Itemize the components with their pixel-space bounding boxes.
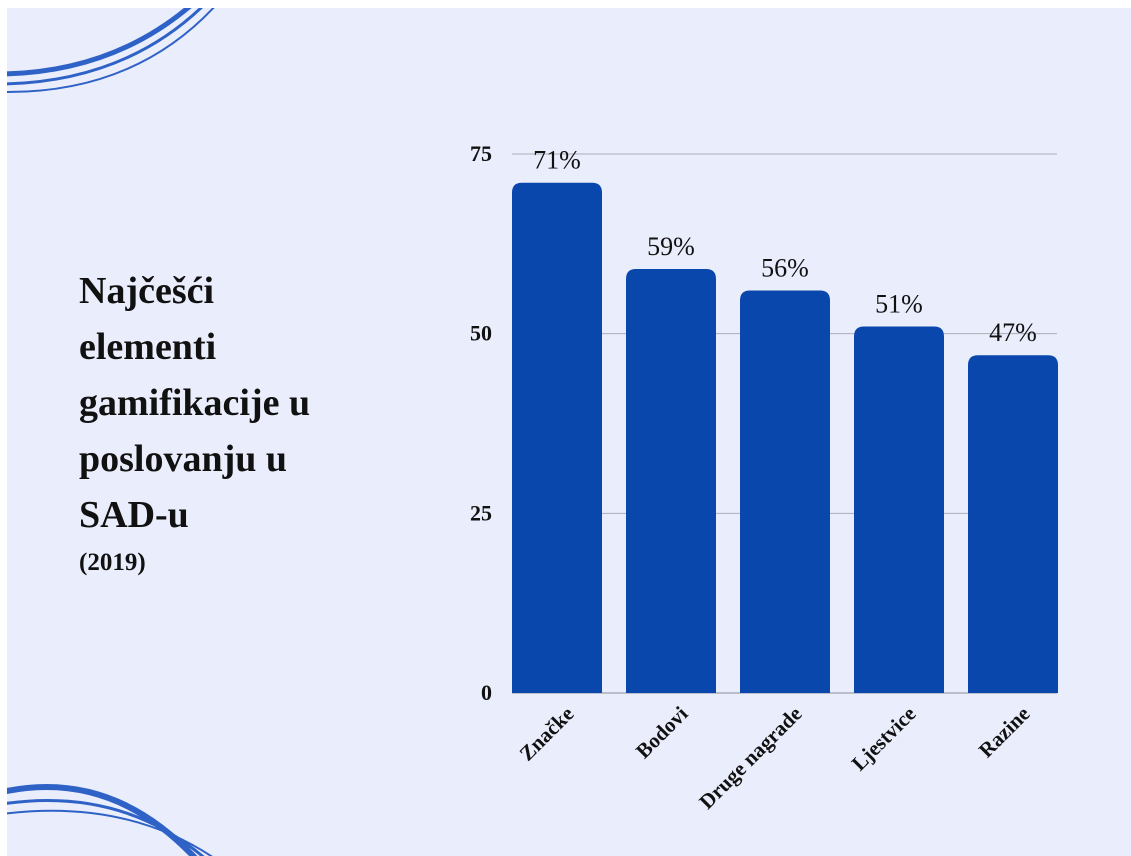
title-line: poslovanju u [79,438,288,480]
x-tick-label: Razine [974,702,1035,763]
bar-2 [626,268,716,693]
y-tick-label: 75 [470,141,492,166]
decorative-swooshes [7,8,215,856]
x-axis-ticks: Značke Bodovi Druge nagrade Ljestvice Razine [515,701,1035,813]
chart-subtitle: (2019) [79,549,146,576]
bottom-swoosh-3 [7,809,213,856]
title-line: Najčešći [79,270,215,312]
y-tick-label: 50 [470,321,492,346]
bar-3 [740,290,830,693]
x-tick-label: Bodovi [631,701,693,763]
data-label: 47% [989,318,1037,347]
bar-5 [968,355,1058,693]
top-swoosh-2 [7,8,203,86]
x-tick-label: Druge nagrade [694,702,806,814]
y-tick-label: 0 [481,680,492,705]
x-tick-label: Značke [515,702,579,766]
data-label: 51% [875,289,923,318]
y-tick-label: 25 [470,500,492,525]
bottom-swoosh-2 [7,798,205,856]
bar-chart: 71% 59% 56% 51% 47% 0 25 50 75 Značke Bodovi Drug… [470,141,1058,814]
top-swoosh-3 [7,8,215,93]
data-labels: 71% 59% 56% 51% 47% [533,146,1037,347]
data-label: 56% [761,254,809,283]
data-label: 59% [647,232,695,261]
bottom-swoosh-1 [7,784,198,856]
top-swoosh-1 [7,8,192,77]
bar-1 [512,182,602,693]
bars [512,182,1058,693]
title-line: SAD-u [79,494,189,536]
x-tick-label: Ljestvice [847,702,921,776]
title-line: elementi [79,326,217,368]
bar-4 [854,326,944,693]
data-label: 71% [533,146,581,175]
chart-title: Najčešći elementi gamifikacije u poslova… [79,263,379,583]
title-line: gamifikacije u [79,382,311,424]
slide: Najčešći elementi gamifikacije u poslova… [7,8,1131,856]
y-axis-ticks: 0 25 50 75 [470,141,492,705]
